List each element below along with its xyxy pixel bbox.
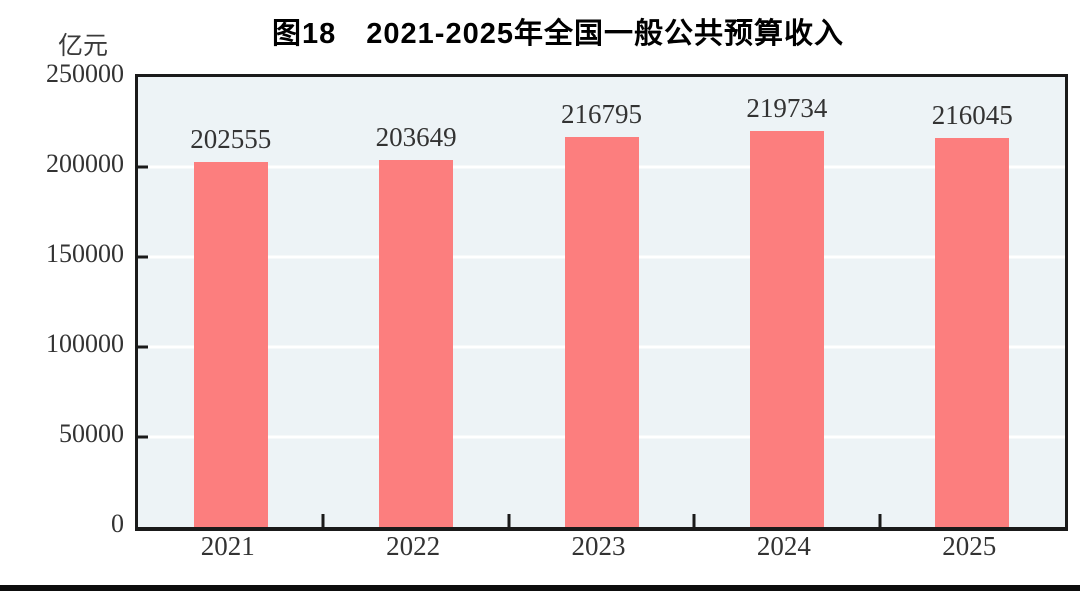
y-axis-tick-label-150000: 150000 — [46, 239, 124, 268]
y-axis-tick-label-50000: 50000 — [59, 419, 124, 448]
bar-2024 — [749, 131, 824, 527]
x-axis-tick-label-2024: 2024 — [756, 531, 811, 561]
y-axis-tick-mark-100000 — [138, 345, 148, 349]
x-axis-tick-mark-1 — [321, 514, 325, 527]
x-axis-tick-label-2021: 2021 — [200, 531, 255, 561]
chart-title: 图18 2021-2025年全国一般公共预算收入 — [272, 18, 844, 50]
bar-value-label-2021: 202555 — [190, 124, 272, 155]
x-axis-tick-mark-3 — [692, 514, 696, 527]
y-axis-tick-mark-50000 — [138, 435, 148, 439]
y-axis-unit-label: 亿元 — [58, 32, 109, 60]
y-axis-tick-mark-200000 — [138, 165, 148, 169]
plot-area: 202555 203649 216795 219734 216045 — [135, 74, 1068, 531]
x-axis-tick-mark-4 — [878, 514, 882, 527]
x-axis-tick-label-2023: 2023 — [571, 531, 626, 561]
x-axis-tick-label-2025: 2025 — [942, 531, 997, 561]
bar-2025 — [935, 138, 1010, 527]
bar-2021 — [193, 162, 268, 527]
x-axis-tick-label-2022: 2022 — [386, 531, 441, 561]
page-divider-rule — [0, 585, 1080, 591]
y-axis-tick-label-250000: 250000 — [46, 59, 124, 88]
bar-value-label-2023: 216795 — [561, 98, 642, 129]
y-axis-tick-label-200000: 200000 — [46, 149, 124, 178]
bar-2023 — [564, 136, 639, 527]
y-axis-tick-label-100000: 100000 — [46, 329, 124, 358]
bar-value-label-2024: 219734 — [746, 93, 828, 124]
y-axis-tick-label-0: 0 — [111, 509, 124, 538]
x-axis-tick-mark-2 — [507, 514, 511, 527]
y-axis-tick-mark-150000 — [138, 255, 148, 259]
bar-value-label-2022: 203649 — [375, 122, 457, 153]
bar-value-label-2025: 216045 — [931, 100, 1013, 131]
bar-2022 — [379, 160, 454, 527]
